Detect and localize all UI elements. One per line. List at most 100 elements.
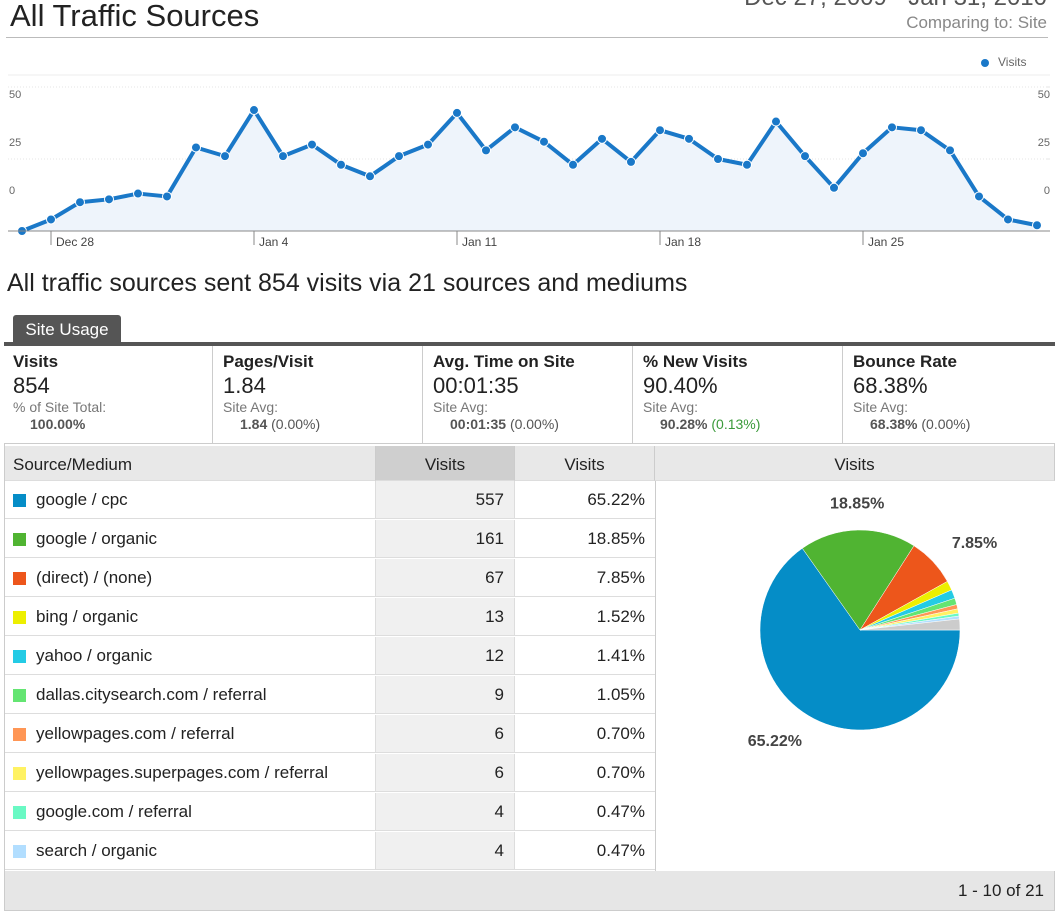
y-tick-label: 50 xyxy=(9,89,21,101)
point xyxy=(829,182,839,193)
percent-cell: 18.85% xyxy=(515,520,655,558)
point xyxy=(945,145,955,156)
metric-box: Visits 854% of Site Total: 100.00% xyxy=(4,346,213,443)
point xyxy=(104,194,114,205)
pagination[interactable]: 1 - 10 of 21 xyxy=(957,881,1044,900)
site-value: 100.00% xyxy=(30,416,86,432)
visits-cell: 6 xyxy=(376,715,515,753)
x-tick-label: Jan 4 xyxy=(259,235,289,249)
tab[interactable]: Site Usage xyxy=(13,315,121,343)
visits-cell: 4 xyxy=(376,832,515,870)
source-cell: google / organic xyxy=(5,520,376,558)
point xyxy=(539,136,549,147)
source-link[interactable]: google / organic xyxy=(36,529,157,548)
metric-label: Avg. Time on Site xyxy=(433,352,575,371)
source-link[interactable]: google.com / referral xyxy=(36,802,192,821)
color-swatch xyxy=(13,494,26,507)
source-link[interactable]: dallas.citysearch.com / referral xyxy=(36,685,267,704)
point xyxy=(713,154,723,164)
metric-label: Pages/Visit xyxy=(223,352,314,371)
point xyxy=(75,197,85,208)
metric-note: Site Avg: xyxy=(853,399,909,415)
metric-note: % of Site Total: xyxy=(13,399,107,415)
color-swatch xyxy=(13,689,26,702)
source-link[interactable]: bing / organic xyxy=(36,607,139,626)
point xyxy=(307,139,317,150)
source-cell: google / cpc xyxy=(5,481,376,519)
column-header[interactable]: Visits xyxy=(376,446,515,481)
source-link[interactable]: yellowpages.com / referral xyxy=(36,724,235,743)
source-link[interactable]: google / cpc xyxy=(36,490,128,509)
page-title: All Traffic Sources xyxy=(10,0,260,33)
metric-note: Site Avg: xyxy=(433,399,489,415)
visits-cell: 67 xyxy=(376,559,515,597)
point xyxy=(974,191,984,202)
source-cell: yahoo / organic xyxy=(5,637,376,675)
visits-cell: 557 xyxy=(376,481,515,519)
change: (0.13%) xyxy=(711,416,761,432)
legend-label: Visits xyxy=(998,55,1026,69)
column-header[interactable]: Visits xyxy=(515,446,655,481)
site-value: 68.38% xyxy=(870,416,918,432)
x-tick-label: Dec 28 xyxy=(56,235,94,249)
change: (0.00%) xyxy=(271,416,321,432)
metric-label: % New Visits xyxy=(643,352,748,371)
point xyxy=(249,105,259,116)
color-swatch xyxy=(13,533,26,546)
percent-cell: 1.05% xyxy=(515,676,655,714)
source-link[interactable]: (direct) / (none) xyxy=(36,568,153,587)
site-value: 00:01:35 xyxy=(450,416,507,432)
pie-label: 65.22% xyxy=(748,733,802,750)
table-footer xyxy=(5,871,1054,910)
source-link[interactable]: yahoo / organic xyxy=(36,646,153,665)
point xyxy=(626,156,636,167)
source-cell: google.com / referral xyxy=(5,793,376,831)
site-value-row: 68.38% (0.00%) xyxy=(853,415,1044,433)
percent-cell: 0.47% xyxy=(515,793,655,831)
change: (0.00%) xyxy=(509,416,559,432)
color-swatch xyxy=(13,845,26,858)
visits-cell: 9 xyxy=(376,676,515,714)
point xyxy=(46,214,56,225)
point xyxy=(771,116,781,127)
source-cell: search / organic xyxy=(5,832,376,870)
summary-heading: All traffic sources sent 854 visits via … xyxy=(7,269,688,297)
source-cell: yellowpages.superpages.com / referral xyxy=(5,754,376,792)
point xyxy=(1032,220,1042,231)
pie-slice xyxy=(759,547,961,731)
percent-cell: 0.70% xyxy=(515,715,655,753)
point xyxy=(858,148,868,159)
metric-box: % New Visits 90.40% Site Avg: 90.28% (0.13%… xyxy=(634,346,843,443)
line-chart: 0 25 50 0 25 50 Visits Dec 28 Jan 4 Jan 11 Jan 18 J… xyxy=(8,55,1050,249)
metric-value: 854 xyxy=(13,373,50,398)
y-tick-label: 25 xyxy=(9,137,21,149)
pie-label: 18.85% xyxy=(830,495,884,512)
point xyxy=(423,139,433,150)
source-cell: dallas.citysearch.com / referral xyxy=(5,676,376,714)
x-tick-label: Jan 18 xyxy=(665,235,701,249)
percent-cell: 7.85% xyxy=(515,559,655,597)
tab-bar xyxy=(4,342,1055,346)
metric-box: Avg. Time on Site 00:01:35 Site Avg: 00:01:… xyxy=(424,346,633,443)
metric-value: 00:01:35 xyxy=(433,373,519,398)
point xyxy=(162,191,172,202)
source-link[interactable]: search / organic xyxy=(36,841,157,860)
column-header[interactable]: Source/Medium xyxy=(5,446,376,481)
pie-slice xyxy=(801,529,915,631)
comparison: Comparing to: Site xyxy=(906,13,1047,32)
color-swatch xyxy=(13,572,26,585)
metric-note: Site Avg: xyxy=(223,399,279,415)
visits-cell: 161 xyxy=(376,520,515,558)
percent-cell: 0.47% xyxy=(515,832,655,870)
date-range[interactable]: Dec 27, 2009 - Jan 31, 2010 xyxy=(744,0,1047,12)
point xyxy=(742,159,752,170)
point xyxy=(916,125,926,136)
visits-cell: 13 xyxy=(376,598,515,636)
metric-note: Site Avg: xyxy=(643,399,699,415)
header-rule xyxy=(6,37,1048,38)
source-link[interactable]: yellowpages.superpages.com / referral xyxy=(36,763,328,782)
column-header: Visits xyxy=(655,446,1055,481)
percent-cell: 65.22% xyxy=(515,481,655,519)
y2-tick-label: 50 xyxy=(1038,89,1050,101)
metric-value: 1.84 xyxy=(223,373,266,398)
